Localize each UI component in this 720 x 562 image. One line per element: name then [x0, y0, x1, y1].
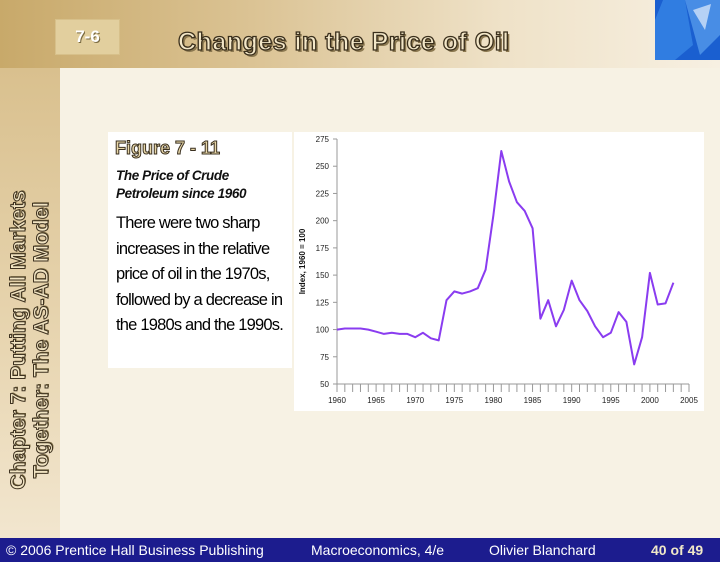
figure-subtitle: The Price of Crude Petroleum since 1960	[116, 168, 247, 201]
y-tick-label: 125	[316, 298, 330, 307]
y-tick-label: 225	[316, 189, 330, 198]
y-tick-label: 50	[320, 380, 329, 389]
footer-copyright: © 2006 Prentice Hall Business Publishing	[6, 542, 264, 558]
figure-label: Figure 7 - 11	[114, 138, 221, 159]
footer-author: Olivier Blanchard	[489, 542, 596, 558]
header-band	[0, 0, 720, 68]
x-tick-label: 1960	[328, 396, 346, 405]
chapter-title: Chapter 7: Putting All Markets Together:…	[7, 190, 54, 490]
y-axis-label: Index, 1960 = 100	[298, 228, 307, 294]
footer-page-count: 40 of 49	[651, 542, 704, 558]
x-tick-label: 2000	[641, 396, 659, 405]
series-line-0	[336, 150, 675, 366]
y-tick-label: 175	[316, 244, 330, 253]
publisher-logo	[655, 0, 720, 60]
x-tick-label: 1985	[524, 396, 542, 405]
y-tick-label: 250	[316, 162, 330, 171]
x-tick-label: 1970	[406, 396, 424, 405]
footer-book: Macroeconomics, 4/e	[311, 542, 445, 558]
y-tick-label: 150	[316, 271, 330, 280]
side-band	[0, 68, 60, 538]
oil-price-chart: Index, 1960 = 100 50 75 100 125 150 175 200 225…	[298, 135, 698, 405]
y-tick-label: 75	[320, 353, 329, 362]
x-tick-label: 1980	[485, 396, 503, 405]
y-tick-label: 200	[316, 217, 330, 226]
figure-caption: There were two sharp increases in the re…	[116, 214, 284, 334]
slide-number: 7-6	[55, 19, 120, 55]
x-tick-label: 2005	[680, 396, 698, 405]
slide-title: Changes in the Price of Oil	[177, 27, 510, 56]
x-tick-label: 1965	[367, 396, 385, 405]
x-tick-label: 1990	[563, 396, 581, 405]
x-tick-label: 1975	[445, 396, 463, 405]
x-tick-label: 1995	[602, 396, 620, 405]
y-tick-label: 275	[316, 135, 330, 144]
footer-bar: © 2006 Prentice Hall Business Publishing…	[0, 538, 720, 562]
chart-panel: Index, 1960 = 100 50 75 100 125 150 175 200 225…	[294, 132, 704, 411]
figure-text-panel	[108, 132, 292, 368]
y-tick-label: 100	[316, 326, 330, 335]
